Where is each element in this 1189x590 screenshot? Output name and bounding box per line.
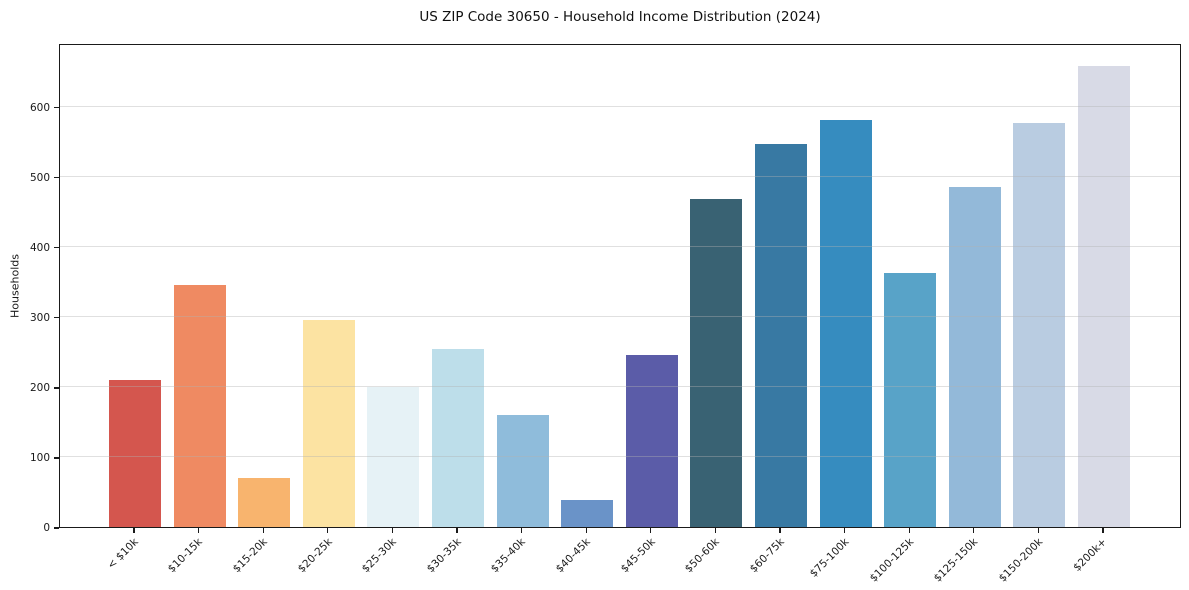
bar (1078, 66, 1130, 527)
bar (884, 273, 937, 527)
x-tick-label: $100-125k (867, 536, 916, 585)
x-tick-mark (1102, 528, 1104, 533)
y-tick-mark (54, 317, 59, 319)
bar (109, 379, 161, 527)
x-tick-mark (779, 528, 781, 533)
x-tick-label: < $10k (104, 536, 141, 572)
x-tick-label: $60-75k (747, 536, 787, 576)
x-tick-label: $15-20k (230, 536, 270, 576)
x-tick-mark (973, 528, 975, 533)
y-tick-label: 0 (43, 522, 50, 534)
y-tick-mark (54, 247, 59, 249)
bar (690, 198, 743, 527)
x-tick-mark (1037, 528, 1039, 533)
x-tick-label: $45-50k (618, 536, 658, 576)
bar (1013, 122, 1066, 527)
x-tick-label: $200k+ (1071, 536, 1110, 574)
y-tick-mark (54, 177, 59, 179)
y-tick-mark (54, 527, 59, 529)
bar (561, 499, 614, 527)
x-tick-mark (714, 528, 716, 533)
y-axis-label: Households (8, 254, 22, 318)
x-tick-label: $125-150k (931, 536, 981, 585)
chart-title: US ZIP Code 30650 - Household Income Dis… (419, 9, 821, 25)
gridline (60, 175, 1180, 177)
x-tick-label: $150-200k (996, 536, 1045, 585)
x-tick-label: $50-60k (682, 536, 722, 576)
bar (496, 414, 549, 527)
x-tick-mark (650, 528, 652, 533)
x-tick-label: $30-35k (424, 536, 464, 576)
plot-area (59, 44, 1181, 528)
x-tick-mark (844, 528, 846, 533)
x-tick-mark (391, 528, 393, 533)
gridline (60, 455, 1180, 457)
x-tick-label: $75-100k (807, 536, 852, 580)
x-tick-mark (262, 528, 264, 533)
bar (755, 143, 807, 527)
x-tick-label: $20-25k (295, 536, 335, 576)
x-tick-mark (456, 528, 458, 533)
y-tick-mark (54, 387, 59, 389)
bar (625, 354, 678, 527)
y-tick-label: 400 (29, 241, 50, 254)
x-tick-label: $35-40k (489, 536, 529, 576)
y-tick-mark (54, 457, 59, 459)
y-tick-mark (54, 107, 59, 109)
x-tick-mark (585, 528, 587, 533)
bar (819, 120, 872, 527)
gridline (60, 315, 1180, 317)
y-tick-label: 300 (29, 311, 50, 324)
x-tick-mark (521, 528, 523, 533)
bar (238, 477, 291, 527)
gridline (60, 245, 1180, 247)
bar (948, 186, 1001, 527)
y-tick-label: 100 (29, 451, 50, 464)
bar (367, 386, 420, 527)
y-tick-label: 200 (29, 381, 50, 394)
bar (173, 284, 226, 527)
x-tick-label: $40-45k (553, 536, 593, 576)
x-tick-mark (908, 528, 910, 533)
gridline (60, 105, 1180, 107)
x-tick-label: $25-30k (359, 536, 399, 576)
x-tick-mark (133, 528, 135, 533)
x-tick-mark (327, 528, 329, 533)
x-tick-label: $10-15k (166, 536, 206, 576)
x-tick-mark (198, 528, 200, 533)
y-tick-label: 600 (29, 101, 50, 114)
y-tick-label: 500 (29, 171, 50, 184)
gridline (60, 385, 1180, 387)
bar (302, 320, 355, 527)
bar (432, 349, 484, 527)
